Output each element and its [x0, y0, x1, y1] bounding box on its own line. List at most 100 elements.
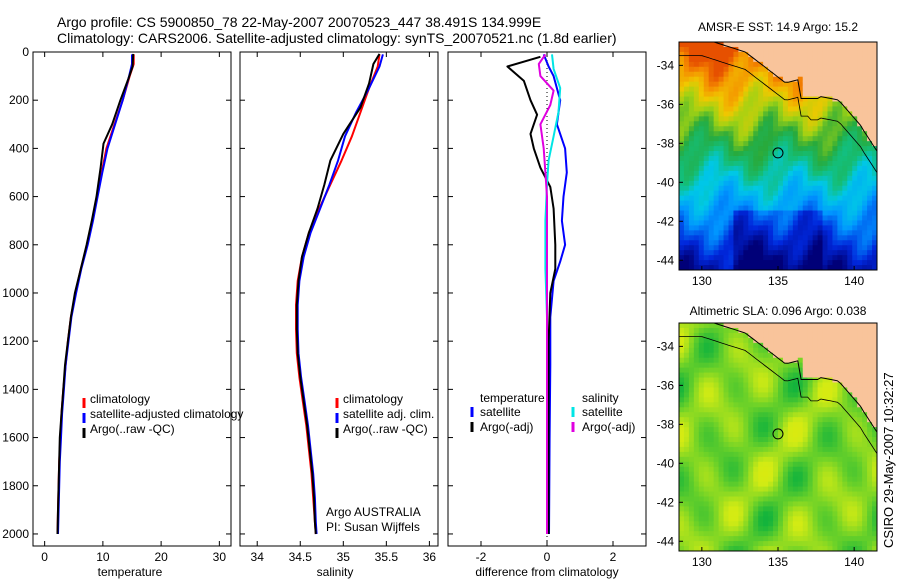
map-cell [822, 323, 829, 329]
map-cell [703, 230, 710, 236]
map-cell [703, 511, 710, 517]
map-cell [832, 506, 838, 512]
map-cell [822, 327, 829, 334]
map-cell [852, 51, 858, 58]
map-cell [782, 546, 789, 551]
map-cell [812, 205, 819, 212]
map-cell [688, 106, 695, 112]
map-cell [827, 417, 834, 423]
map-cell [862, 372, 868, 379]
map-cell [743, 471, 749, 478]
map-cell [773, 240, 779, 246]
coastline [712, 42, 877, 152]
map-cell [768, 491, 774, 498]
map-cell [698, 491, 705, 498]
map-cell [812, 141, 819, 147]
map-cell [763, 332, 769, 339]
map-cell [723, 352, 730, 359]
map-cell [827, 200, 834, 207]
map-cell [827, 392, 834, 398]
map-cell [738, 160, 744, 167]
map-cell [817, 441, 824, 448]
map-cell [703, 101, 710, 108]
map-cell [743, 337, 749, 344]
map-cell [778, 91, 784, 98]
map-cell [832, 255, 838, 261]
map-cell [753, 101, 759, 108]
map-cell [822, 200, 829, 207]
map-cell [817, 481, 824, 488]
map-cell [807, 367, 814, 374]
map-cell [792, 501, 799, 507]
map-cell [857, 111, 863, 117]
map-cell [733, 501, 739, 507]
map-cell [837, 61, 843, 68]
map-cell [847, 146, 853, 152]
map-cell [782, 160, 789, 167]
map-cell [683, 96, 690, 103]
map-cell [768, 337, 774, 344]
map-cell [753, 476, 759, 483]
map-cell [862, 106, 868, 112]
map-cell [718, 412, 725, 418]
map-cell [698, 146, 705, 152]
map-cell [807, 56, 814, 63]
map-cell [817, 501, 824, 507]
map-cell [837, 486, 843, 493]
map-cell [679, 131, 685, 137]
map-cell [679, 427, 685, 433]
map-cell [733, 126, 739, 132]
map-cell [683, 141, 690, 147]
map-cell [738, 491, 744, 498]
map-cell [807, 422, 814, 428]
map-cell [857, 235, 863, 241]
map-cell [679, 521, 685, 527]
map-cell [857, 210, 863, 217]
map-cell [822, 446, 829, 453]
map-cell [728, 536, 735, 542]
map-cell [728, 546, 735, 551]
map-cell [837, 546, 843, 551]
map-cell [703, 225, 710, 231]
map-cell [847, 260, 853, 266]
map-cell [778, 511, 784, 517]
map-cell [698, 337, 705, 344]
map-cell [778, 230, 784, 236]
map-cell [817, 46, 824, 53]
map-cell [807, 51, 814, 58]
map-cell [827, 260, 834, 266]
map-cell [738, 422, 744, 428]
map-cell [768, 327, 774, 334]
map-cell [782, 111, 789, 117]
map-cell [728, 412, 735, 418]
map-cell [733, 265, 739, 270]
map-cell [867, 441, 873, 448]
map-cell [693, 180, 700, 187]
map-cell [718, 511, 725, 517]
map-cell [773, 96, 779, 103]
map-cell [698, 230, 705, 236]
map-cell [708, 190, 715, 197]
map-cell [708, 541, 715, 547]
map-cell [842, 121, 848, 127]
map-cell [708, 441, 715, 448]
map-cell [693, 101, 700, 108]
map-cell [698, 151, 705, 157]
map-cell [693, 541, 700, 547]
map-cell [753, 417, 759, 423]
map-cell [827, 111, 834, 117]
map-cell [753, 210, 759, 217]
map-cell [688, 516, 695, 522]
map-cell [847, 205, 853, 212]
map-cell [847, 121, 853, 127]
map-cell [822, 511, 829, 517]
map-cell [693, 397, 700, 403]
map-cell [778, 71, 784, 78]
map-cell [847, 481, 853, 488]
map-cell [773, 91, 779, 98]
map-cell [872, 412, 877, 418]
map-cell [787, 86, 794, 93]
map-cell [708, 362, 715, 369]
map-cell [708, 397, 715, 403]
map-cell [857, 195, 863, 202]
